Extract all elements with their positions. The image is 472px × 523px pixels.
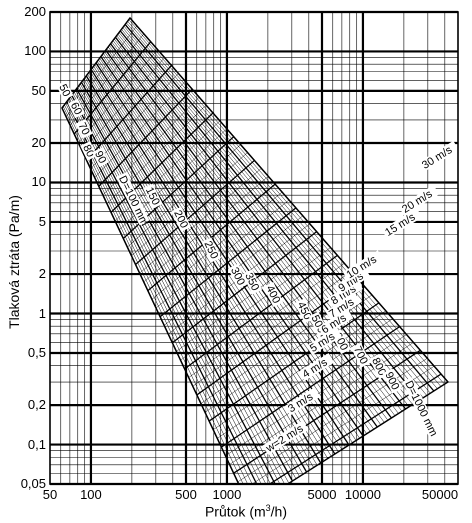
x-tick-label: 50000 xyxy=(421,487,459,502)
velocity-line xyxy=(208,302,380,422)
velocity-label-bg xyxy=(262,420,309,456)
y-tick-label: 10 xyxy=(31,174,46,190)
velocity-line xyxy=(268,373,442,484)
diameter-label: 50 xyxy=(56,82,72,98)
velocity-line xyxy=(98,88,193,187)
velocity-label-bg xyxy=(381,207,423,240)
diameter-label-bg xyxy=(201,237,222,263)
y-tick-label: 0,2 xyxy=(27,397,46,413)
velocity-label: 30 m/s xyxy=(420,144,455,172)
y-tick-label: 200 xyxy=(24,4,46,19)
band-outline xyxy=(61,16,450,484)
diameter-label: 70 xyxy=(75,121,91,137)
diameter-label-bg xyxy=(92,147,110,167)
y-tick-label: 2 xyxy=(38,266,46,282)
velocity-line xyxy=(94,81,186,178)
velocity-line xyxy=(147,183,276,292)
velocity-line xyxy=(176,239,324,352)
velocity-label-bg xyxy=(284,387,320,416)
velocity-line xyxy=(213,310,386,430)
diameter-label-bg xyxy=(242,269,263,295)
velocity-line xyxy=(135,159,255,266)
x-tick-label: 1000 xyxy=(212,487,242,502)
y-tick-label: 0,1 xyxy=(27,436,46,452)
velocity-line xyxy=(90,73,179,170)
y-tick-label: 100 xyxy=(24,43,46,59)
velocity-label-bg xyxy=(342,250,384,282)
velocity-label-bg xyxy=(306,327,342,356)
diameter-label: 60 xyxy=(68,101,84,117)
velocity-line xyxy=(73,41,152,135)
velocity-line xyxy=(180,247,331,361)
x-tick-label: 50 xyxy=(42,487,58,502)
velocity-line xyxy=(155,199,290,309)
x-axis-label-suffix: /h) xyxy=(270,503,288,520)
velocity-line xyxy=(221,326,400,448)
diameter-label-bg xyxy=(116,172,150,226)
velocity-line xyxy=(251,365,435,484)
velocity-label-bg xyxy=(298,353,335,382)
y-tick-label: 0,5 xyxy=(27,344,46,360)
plot-frame xyxy=(49,11,459,485)
diameter-label-bg xyxy=(142,183,163,209)
diameter-label: 80 xyxy=(80,143,96,159)
x-axis-label-prefix: Průtok (m xyxy=(204,503,266,520)
velocity-line xyxy=(82,57,165,152)
y-tick-label: 0,05 xyxy=(20,476,46,491)
x-tick-label: 5000 xyxy=(307,487,337,502)
velocity-line xyxy=(159,207,297,318)
velocity-label-bg xyxy=(398,184,440,217)
velocity-line xyxy=(78,49,158,143)
y-tick-label: 20 xyxy=(31,135,46,151)
y-tick-label: 1 xyxy=(38,305,46,321)
velocity-label-bg xyxy=(325,293,361,321)
velocity-line xyxy=(131,152,248,256)
velocity-line xyxy=(86,65,172,161)
diameter-label-bg xyxy=(67,98,85,119)
diameter-label-bg xyxy=(382,368,403,394)
velocity-line xyxy=(188,263,345,378)
diameter-label-bg xyxy=(228,263,248,289)
velocity-line xyxy=(127,144,241,248)
diameter-label-bg xyxy=(171,206,192,232)
velocity-line xyxy=(192,271,352,387)
velocity-line xyxy=(171,231,318,344)
diameter-label-bg xyxy=(80,141,98,161)
velocity-label-bg xyxy=(418,140,460,173)
velocity-line xyxy=(139,168,262,274)
x-tick-label: 10000 xyxy=(344,487,382,502)
nomogram-band xyxy=(61,16,450,484)
diameter-label-bg xyxy=(402,377,439,436)
diameter-label: D=1000 mm xyxy=(402,379,439,438)
diameter-label-bg xyxy=(75,119,93,139)
velocity-label-bg xyxy=(334,267,371,295)
x-tick-label: 500 xyxy=(175,487,197,502)
velocity-label-bg xyxy=(327,279,363,308)
diameter-label-bg xyxy=(56,80,74,101)
velocity-line xyxy=(143,176,269,283)
velocity-label-bg xyxy=(317,308,354,337)
diameter-label-bg xyxy=(263,281,284,308)
diameter-label-bg xyxy=(350,342,371,368)
velocity-line xyxy=(151,191,283,300)
diameter-label: 90 xyxy=(92,149,108,165)
y-tick-label: 5 xyxy=(38,213,46,229)
x-axis-label-exponent: 3 xyxy=(265,503,271,513)
velocity-line xyxy=(184,254,338,370)
x-axis-label: Průtok (m3/h) xyxy=(176,503,316,520)
y-axis-label: Tlaková ztráta (Pa/m) xyxy=(6,195,22,329)
y-tick-label: 50 xyxy=(31,82,46,98)
x-tick-label: 100 xyxy=(80,487,102,502)
